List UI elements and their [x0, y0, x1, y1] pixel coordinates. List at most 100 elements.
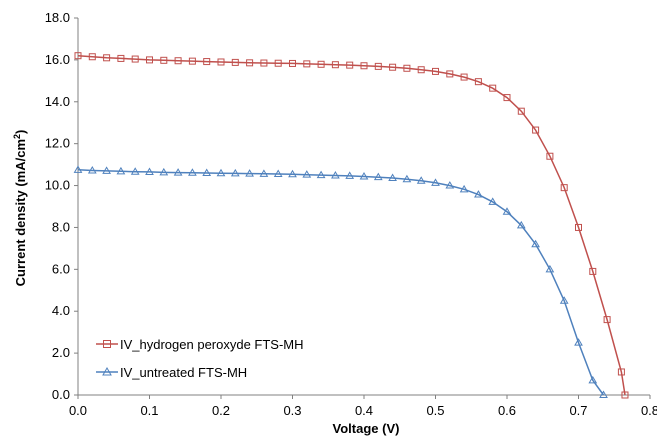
data-point-untreated: [87, 165, 97, 174]
data-point-hydrogen-peroxyde: [617, 368, 625, 376]
y-tick-label: 0.0: [52, 387, 70, 402]
x-tick-label: 0.8: [641, 403, 657, 418]
data-point-untreated: [599, 390, 608, 398]
data-point-untreated: [302, 170, 312, 178]
data-point-hydrogen-peroxyde: [517, 107, 525, 115]
data-point-untreated: [245, 169, 254, 177]
data-point-hydrogen-peroxyde: [117, 54, 125, 62]
data-point-hydrogen-peroxyde: [432, 67, 439, 75]
axes: [74, 17, 651, 399]
data-point-hydrogen-peroxyde: [146, 56, 153, 64]
data-point-hydrogen-peroxyde: [389, 63, 397, 71]
data-point-untreated: [230, 168, 240, 177]
y-tick-label: 8.0: [52, 219, 70, 234]
data-point-untreated: [488, 197, 498, 205]
data-point-hydrogen-peroxyde: [203, 58, 211, 66]
data-point-hydrogen-peroxyde: [131, 55, 139, 63]
data-point-hydrogen-peroxyde: [331, 61, 339, 69]
series-layer: [73, 52, 629, 399]
data-point-hydrogen-peroxyde: [274, 59, 282, 67]
y-tick-label: 14.0: [45, 94, 70, 109]
data-point-untreated: [474, 190, 483, 198]
data-point-hydrogen-peroxyde: [489, 84, 497, 92]
data-point-untreated: [202, 168, 212, 176]
data-point-hydrogen-peroxyde: [103, 54, 111, 62]
data-point-hydrogen-peroxyde: [217, 58, 225, 66]
x-tick-label: 0.6: [498, 403, 516, 418]
x-tick-label: 0.2: [212, 403, 230, 418]
data-point-hydrogen-peroxyde: [575, 223, 582, 231]
data-point-hydrogen-peroxyde: [231, 58, 239, 66]
y-axis-title: Current density (mA/cm2): [12, 130, 28, 287]
legend-marker-square-icon: [103, 340, 111, 348]
y-tick-label: 18.0: [45, 10, 70, 25]
data-point-untreated: [502, 207, 512, 215]
data-point-untreated: [316, 170, 326, 179]
data-point-untreated: [459, 184, 469, 193]
data-point-untreated: [145, 167, 154, 175]
y-tick-labels: 0.0 2.0 4.0 6.0 8.0 10.0 12.0 14.0 16.0 18.0: [45, 10, 70, 402]
data-point-untreated: [445, 181, 455, 189]
data-point-hydrogen-peroxyde: [532, 126, 540, 134]
data-point-hydrogen-peroxyde: [417, 66, 425, 74]
x-tick-label: 0.7: [569, 403, 587, 418]
data-point-untreated: [416, 176, 426, 184]
data-point-hydrogen-peroxyde: [346, 61, 354, 69]
data-point-untreated: [331, 171, 340, 179]
x-tick-label: 0.0: [69, 403, 87, 418]
data-point-hydrogen-peroxyde: [403, 64, 411, 72]
data-point-hydrogen-peroxyde: [160, 56, 168, 64]
data-point-untreated: [288, 169, 297, 178]
data-point-untreated: [545, 264, 555, 273]
series-line-hydrogen-peroxyde: [77, 54, 626, 396]
x-tick-label: 0.3: [283, 403, 301, 418]
data-point-untreated: [259, 169, 269, 177]
data-point-untreated: [130, 167, 140, 175]
data-point-untreated: [402, 174, 412, 183]
data-point-hydrogen-peroxyde: [317, 60, 325, 68]
y-tick-label: 10.0: [45, 178, 70, 193]
y-tick-label: 4.0: [52, 303, 70, 318]
x-tick-labels: 0.0 0.1 0.2 0.3 0.4 0.5 0.6 0.7 0.8: [69, 403, 657, 418]
data-point-untreated: [431, 178, 440, 186]
data-point-untreated: [373, 172, 383, 181]
x-tick-label: 0.4: [355, 403, 373, 418]
data-point-untreated: [102, 166, 111, 174]
data-point-hydrogen-peroxyde: [589, 267, 597, 275]
data-point-untreated: [588, 375, 598, 384]
y-axis-title-main: Current density (mA/cm: [13, 139, 28, 286]
data-point-untreated: [73, 165, 83, 173]
data-point-hydrogen-peroxyde: [74, 52, 82, 60]
legend-label-hydrogen-peroxyde: IV_hydrogen peroxyde FTS-MH: [120, 337, 304, 352]
data-point-hydrogen-peroxyde: [374, 62, 382, 70]
data-point-untreated: [188, 168, 197, 176]
data-point-untreated: [388, 173, 397, 182]
data-point-hydrogen-peroxyde: [289, 59, 296, 67]
legend-marker-triangle-icon: [102, 366, 112, 376]
data-point-untreated: [531, 239, 540, 248]
data-point-hydrogen-peroxyde: [188, 57, 196, 65]
data-point-hydrogen-peroxyde: [503, 94, 511, 102]
y-tick-label: 2.0: [52, 345, 70, 360]
data-point-untreated: [516, 220, 526, 229]
data-point-hydrogen-peroxyde: [260, 59, 268, 67]
y-tick-label: 12.0: [45, 136, 70, 151]
y-axis-title-sup: 2: [12, 134, 22, 139]
data-point-hydrogen-peroxyde: [88, 53, 96, 61]
legend-item-untreated: IV_untreated FTS-MH: [96, 365, 247, 380]
data-point-hydrogen-peroxyde: [546, 152, 554, 160]
data-point-untreated: [273, 169, 283, 178]
y-axis-title-end: ): [13, 130, 28, 134]
data-point-untreated: [116, 166, 126, 175]
data-point-hydrogen-peroxyde: [303, 60, 311, 68]
legend-item-hydrogen-peroxyde: IV_hydrogen peroxyde FTS-MH: [96, 337, 304, 352]
data-point-untreated: [574, 338, 583, 346]
series-line-untreated: [77, 169, 605, 396]
x-tick-label: 0.5: [426, 403, 444, 418]
data-point-hydrogen-peroxyde: [621, 391, 629, 399]
data-point-hydrogen-peroxyde: [603, 316, 611, 324]
data-point-untreated: [559, 296, 569, 304]
data-point-hydrogen-peroxyde: [174, 57, 182, 65]
y-tick-label: 16.0: [45, 52, 70, 67]
